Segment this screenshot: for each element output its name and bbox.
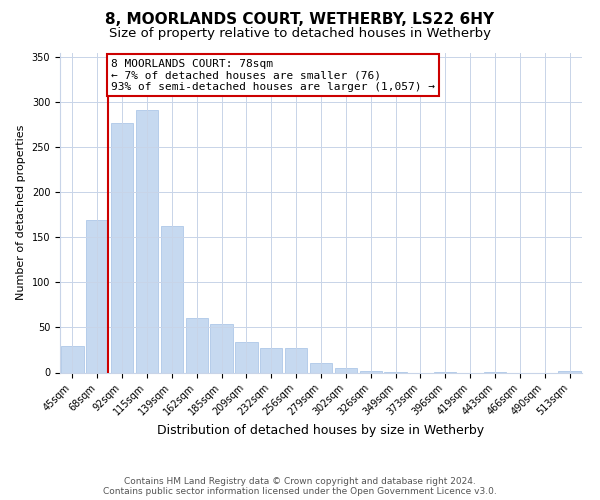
Bar [185,318,208,372]
Text: Size of property relative to detached houses in Wetherby: Size of property relative to detached ho… [109,28,491,40]
Text: 8, MOORLANDS COURT, WETHERBY, LS22 6HY: 8, MOORLANDS COURT, WETHERBY, LS22 6HY [106,12,494,28]
Bar [111,123,133,372]
Bar [260,348,283,372]
Y-axis label: Number of detached properties: Number of detached properties [16,125,26,300]
Text: 8 MOORLANDS COURT: 78sqm
← 7% of detached houses are smaller (76)
93% of semi-de: 8 MOORLANDS COURT: 78sqm ← 7% of detache… [111,59,435,92]
Bar [285,348,307,372]
Bar [235,342,257,372]
Bar [359,370,382,372]
X-axis label: Distribution of detached houses by size in Wetherby: Distribution of detached houses by size … [157,424,485,437]
Bar [559,370,581,372]
Bar [211,324,233,372]
Bar [61,346,83,372]
Bar [86,220,109,372]
Bar [310,364,332,372]
Text: Contains HM Land Registry data © Crown copyright and database right 2024.
Contai: Contains HM Land Registry data © Crown c… [103,476,497,496]
Bar [335,368,357,372]
Bar [136,110,158,372]
Bar [161,226,183,372]
